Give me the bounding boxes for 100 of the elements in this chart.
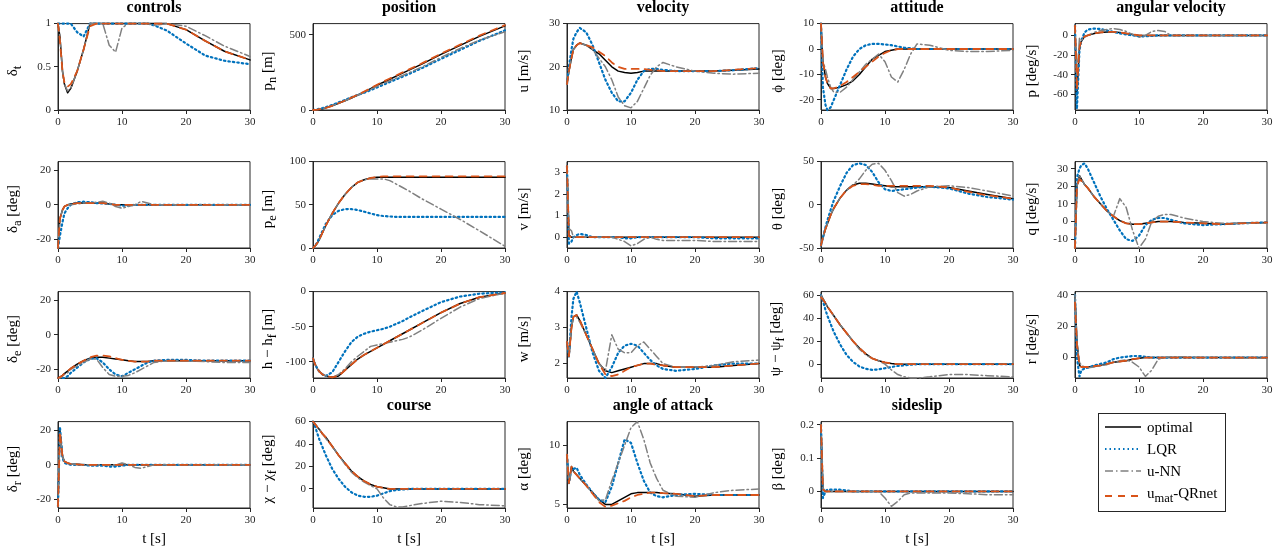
y-axis-title: w [m/s] xyxy=(515,315,531,363)
x-tick-label: 0 xyxy=(1072,253,1079,266)
y-tick-label: 0.2 xyxy=(800,417,814,430)
y-tick-label: 1 xyxy=(554,208,560,221)
y-tick-label: -40 xyxy=(1053,67,1069,80)
x-tick-label: 0 xyxy=(818,513,825,526)
y-tick-label: 0 xyxy=(808,357,815,370)
y-tick-label: 10 xyxy=(1057,196,1069,209)
y-tick-label: 10 xyxy=(803,16,815,29)
x-tick-label: 20 xyxy=(1197,383,1209,396)
x-tick-label: 0 xyxy=(310,253,317,266)
y-tick-label: -50 xyxy=(799,240,815,253)
y-tick-label: 30 xyxy=(549,16,561,29)
x-tick-label: 20 xyxy=(1197,253,1209,266)
x-tick-label: 30 xyxy=(499,115,511,128)
y-tick-label: 40 xyxy=(295,436,307,449)
y-tick-label: -20 xyxy=(36,492,52,505)
x-tick-label: 0 xyxy=(310,383,317,396)
y-tick-label: 10 xyxy=(549,102,561,115)
y-tick-label: -20 xyxy=(799,92,815,105)
x-tick-label: 20 xyxy=(180,253,192,266)
x-tick-label: 0 xyxy=(564,115,571,128)
y-tick-label: 0 xyxy=(300,284,307,297)
y-tick-label: 0 xyxy=(808,197,815,210)
x-tick-label: 30 xyxy=(244,253,256,266)
x-tick-label: 0 xyxy=(564,513,571,526)
y-tick-label: 0 xyxy=(808,484,815,497)
x-tick-label: 0 xyxy=(55,253,62,266)
y-tick-label: 0 xyxy=(1062,214,1069,227)
y-axis-title: q [deg/s] xyxy=(1023,182,1039,236)
y-axis-title: θ [deg] xyxy=(769,187,785,231)
x-tick-label: 10 xyxy=(625,115,637,128)
y-tick-label: 0 xyxy=(45,102,52,115)
y-axis-title: v [m/s] xyxy=(515,187,531,231)
y-tick-label: 0 xyxy=(45,327,52,340)
x-tick-label: 30 xyxy=(753,115,765,128)
y-tick-label: 0 xyxy=(300,102,307,115)
y-tick-label: 50 xyxy=(295,197,307,210)
legend-label: LQR xyxy=(1147,440,1177,459)
x-tick-label: 20 xyxy=(689,115,701,128)
y-tick-label: 20 xyxy=(549,59,561,72)
x-tick-label: 10 xyxy=(879,383,891,396)
x-tick-label: 0 xyxy=(564,253,571,266)
x-tick-label: 20 xyxy=(943,253,955,266)
y-tick-label: 20 xyxy=(1057,179,1069,192)
x-tick-label: 0 xyxy=(310,115,317,128)
x-tick-label: 30 xyxy=(1007,383,1019,396)
x-tick-label: 0 xyxy=(1072,383,1079,396)
x-tick-label: 10 xyxy=(879,115,891,128)
y-tick-label: 3 xyxy=(554,165,561,178)
y-axis-title: β [deg] xyxy=(769,447,785,491)
x-tick-label: 0 xyxy=(310,513,317,526)
x-tick-label: 0 xyxy=(55,115,62,128)
y-tick-label: -50 xyxy=(291,319,307,332)
y-tick-label: 60 xyxy=(295,414,307,427)
y-tick-label: 500 xyxy=(289,27,307,40)
x-tick-label: 20 xyxy=(689,253,701,266)
x-tick-label: 0 xyxy=(564,383,571,396)
x-tick-label: 20 xyxy=(180,513,192,526)
x-tick-label: 10 xyxy=(625,513,637,526)
y-tick-label: -20 xyxy=(1053,47,1069,60)
y-tick-label: 20 xyxy=(40,293,52,306)
y-tick-label: 0.1 xyxy=(800,451,814,464)
x-axis-title: t [s] xyxy=(905,529,929,546)
x-tick-label: 0 xyxy=(818,383,825,396)
x-tick-label: 20 xyxy=(180,115,192,128)
x-tick-label: 30 xyxy=(244,383,256,396)
chart-title: attitude xyxy=(889,0,945,16)
chart-title: angular velocity xyxy=(1115,0,1227,16)
x-axis-title: t [s] xyxy=(397,529,421,546)
y-tick-label: -20 xyxy=(36,362,52,375)
x-tick-label: 30 xyxy=(753,383,765,396)
x-tick-label: 10 xyxy=(116,513,128,526)
x-tick-label: 30 xyxy=(753,513,765,526)
x-tick-label: 20 xyxy=(943,115,955,128)
y-tick-label: 20 xyxy=(40,163,52,176)
x-tick-label: 30 xyxy=(1261,115,1273,128)
x-tick-label: 30 xyxy=(1007,513,1019,526)
y-tick-label: 4 xyxy=(554,284,561,297)
x-tick-label: 20 xyxy=(435,115,447,128)
y-tick-label: 2 xyxy=(554,186,560,199)
y-tick-label: 60 xyxy=(803,287,815,300)
chart-title: velocity xyxy=(635,0,691,16)
x-tick-label: 30 xyxy=(1261,253,1273,266)
x-tick-label: 20 xyxy=(435,253,447,266)
y-tick-label: 0.5 xyxy=(37,59,52,72)
y-tick-label: 0 xyxy=(1062,350,1069,363)
x-tick-label: 10 xyxy=(625,253,637,266)
y-tick-label: 20 xyxy=(295,459,307,472)
x-tick-label: 0 xyxy=(55,513,62,526)
x-tick-label: 10 xyxy=(116,115,128,128)
y-axis-title: α [deg] xyxy=(515,447,531,491)
x-tick-label: 0 xyxy=(55,383,62,396)
x-tick-label: 20 xyxy=(435,513,447,526)
x-tick-label: 0 xyxy=(818,115,825,128)
x-tick-label: 20 xyxy=(689,383,701,396)
legend-label: u-NN xyxy=(1147,462,1182,481)
x-tick-label: 20 xyxy=(943,513,955,526)
y-tick-label: 5 xyxy=(554,497,561,510)
x-tick-label: 10 xyxy=(879,513,891,526)
